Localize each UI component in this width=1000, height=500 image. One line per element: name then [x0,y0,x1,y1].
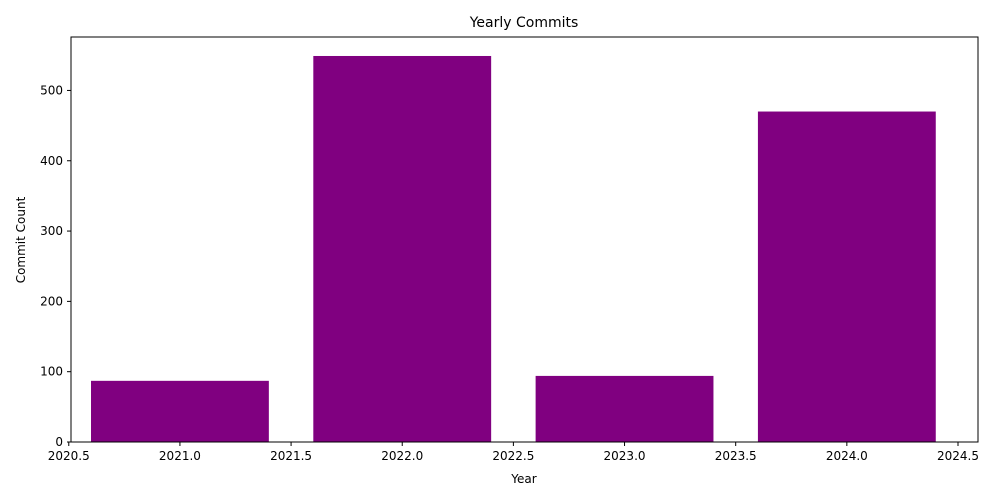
chart-title: Yearly Commits [469,15,579,31]
bar-2024 [757,111,936,442]
y-tick-label: 300 [40,224,63,238]
plot-frame [70,36,979,443]
bar-2022 [313,55,492,442]
x-tick-label: 2024.5 [937,449,979,463]
bars [91,55,936,442]
x-tick-label: 2023.5 [715,449,757,463]
y-tick-label: 100 [40,365,63,379]
x-tick-label: 2021.5 [270,449,312,463]
bar-2023 [535,375,714,442]
y-tick-label: 200 [40,294,63,308]
y-tick-label: 0 [55,435,63,449]
x-axis-label: Year [510,472,536,486]
bar-2021 [91,380,269,442]
x-tick-label: 2020.5 [48,449,90,463]
x-tick-label: 2021.0 [159,449,201,463]
y-axis-label: Commit Count [14,196,28,283]
x-tick-label: 2023.0 [604,449,646,463]
y-axis-ticks: 0 100 200 300 400 500 [40,83,71,449]
y-tick-label: 500 [40,83,63,97]
x-tick-label: 2024.0 [826,449,868,463]
y-tick-label: 400 [40,154,63,168]
x-axis-ticks: 2020.5 2021.0 2021.5 2022.0 2022.5 2023.0 2023… [48,442,979,463]
x-tick-label: 2022.0 [381,449,423,463]
x-tick-label: 2022.5 [492,449,534,463]
